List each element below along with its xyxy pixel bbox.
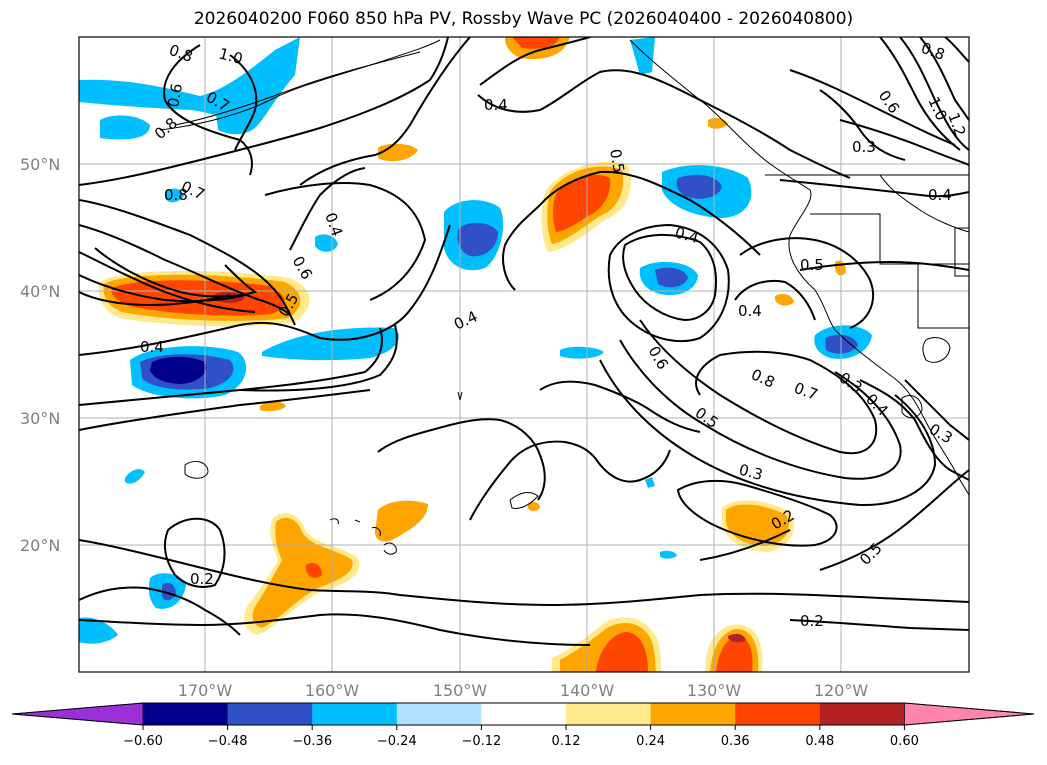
coastlines [159,39,969,555]
longitude-labels: 170°W 160°W 150°W 140°W 130°W 120°W [178,681,869,700]
shaded-negative-regions [79,37,872,644]
lat-label: 30°N [20,409,60,428]
map-area: 0.8 1.0 0.8 0.6 0.7 0.6 0.4 0.5 0.8 1.0 … [79,37,969,672]
colorbar-segment [481,703,567,725]
colorbar-segment [312,703,398,725]
lon-label: 140°W [560,681,615,700]
lon-label: 120°W [814,681,869,700]
colorbar-segment [819,703,905,725]
colorbar-tick-label: 0.36 [721,734,750,749]
colorbar-tick-label: −0.12 [461,734,501,749]
colorbar-tick-label: 0.60 [890,734,919,749]
colorbar-segment [396,703,482,725]
colorbar-segment [650,703,736,725]
colorbar-tick-label: 0.12 [552,734,581,749]
contour-label: 0.3 [852,138,876,156]
lon-label: 160°W [305,681,360,700]
contour-label: 0.4 [484,96,508,114]
contour-label: 0.3 [737,460,765,484]
colorbar-tick-label: −0.48 [208,734,248,749]
lon-label: 130°W [687,681,742,700]
colorbar-segment [143,703,229,725]
colorbar-extend-min [11,702,144,726]
latitude-labels: 50°N 40°N 30°N 20°N [20,155,60,555]
colorbar-segment [566,703,652,725]
lat-label: 50°N [20,155,60,174]
colorbar-tick-label: −0.36 [292,734,332,749]
lon-label: 150°W [433,681,488,700]
colorbar-segment [735,703,821,725]
map-frame [78,36,970,673]
shaded-positive-regions [98,37,846,672]
map-title: 2026040200 F060 850 hPa PV, Rossby Wave … [193,9,854,29]
lat-label: 40°N [20,282,60,301]
contour-label: 0.2 [800,612,824,630]
contour-label: 1.0 [217,44,245,68]
contour-label: 0.2 [190,570,214,588]
contour-label: 0.8 [164,186,188,204]
colorbar-tick-label: 0.48 [805,734,834,749]
lat-label: 20°N [20,536,60,555]
contour-label: 0.4 [673,223,701,247]
colorbar-tick-label: −0.24 [377,734,417,749]
lon-label: 170°W [178,681,233,700]
colorbar: −0.60 −0.48 −0.36 −0.24 −0.12 0.12 0.24 0.36 0.4… [11,702,1035,749]
contour-label: 0.4 [140,338,164,356]
colorbar-tick-label: −0.60 [123,734,163,749]
contour-label: 0.4 [928,186,952,204]
pv-contours [79,37,969,646]
contour-label: 0.5 [606,148,628,175]
contour-label: 0.5 [800,256,824,274]
contour-label: 0.4 [738,302,762,320]
contour-label: 0.6 [164,82,186,109]
colorbar-tick-label: 0.24 [636,734,665,749]
colorbar-extend-max [904,702,1035,726]
colorbar-segment [227,703,313,725]
